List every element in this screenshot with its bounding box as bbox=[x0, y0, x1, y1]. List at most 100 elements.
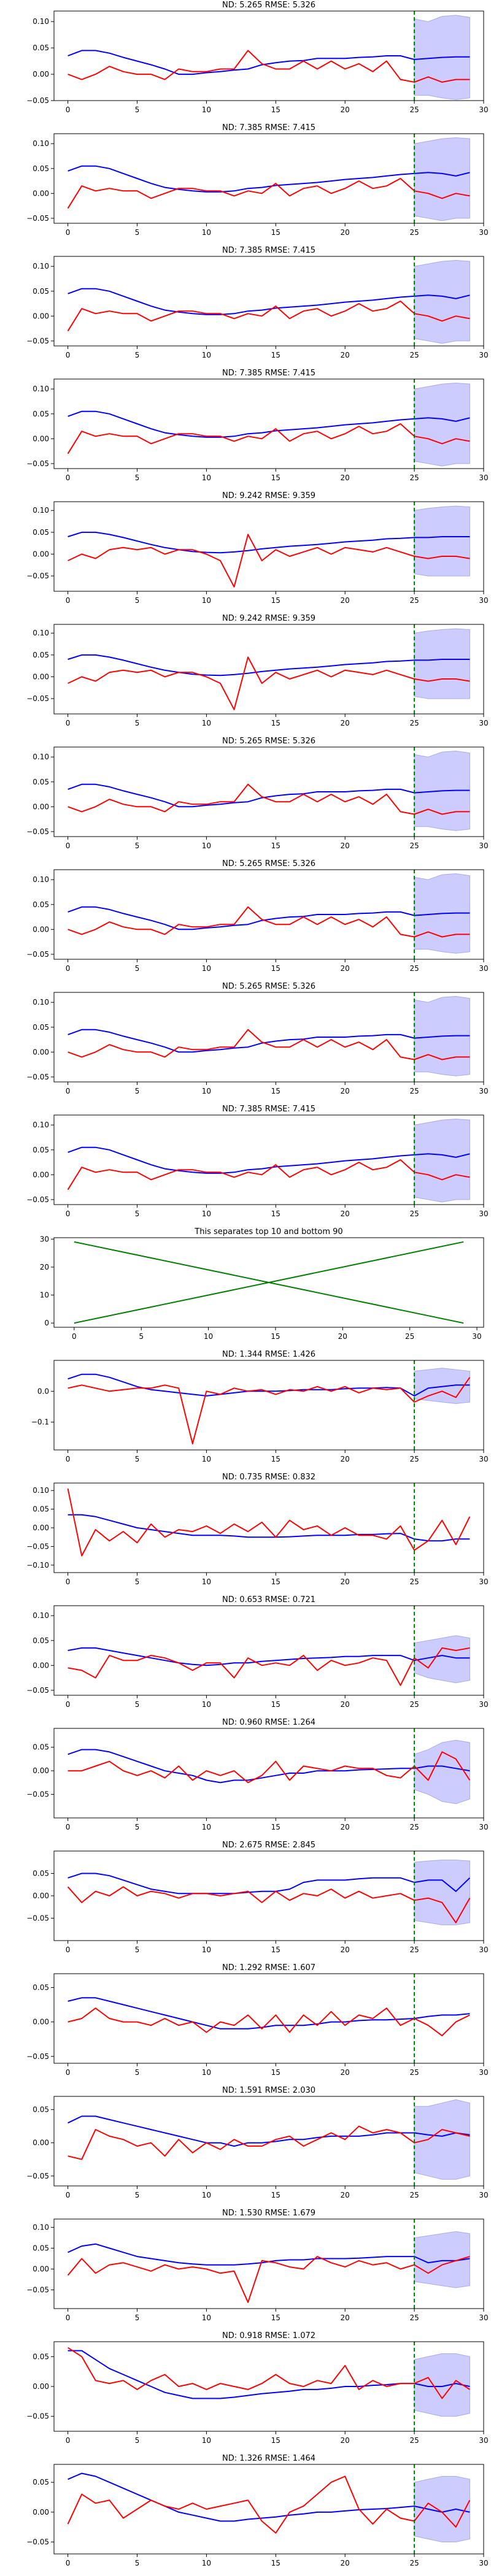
x-tick-label: 30 bbox=[479, 2436, 488, 2445]
x-tick-label: 20 bbox=[341, 1455, 350, 1463]
x-tick-label: 5 bbox=[135, 964, 140, 973]
y-tick-label: 0.00 bbox=[33, 925, 49, 933]
x-tick-label: 15 bbox=[271, 1700, 280, 1709]
x-tick-label: 0 bbox=[66, 841, 71, 850]
x-tick-label: 5 bbox=[135, 719, 140, 727]
x-tick-label: 15 bbox=[271, 2436, 280, 2445]
x-tick-label: 20 bbox=[341, 841, 350, 850]
x-tick-label: 25 bbox=[409, 964, 419, 973]
series-line-1 bbox=[68, 410, 470, 438]
x-tick-label: 10 bbox=[202, 719, 211, 727]
y-tick-label: −0.05 bbox=[26, 1542, 49, 1551]
y-tick-label: 0.10 bbox=[33, 753, 49, 761]
series-line-2 bbox=[68, 1029, 470, 1060]
series-line-1 bbox=[68, 1749, 470, 1784]
x-tick-label: 20 bbox=[341, 964, 350, 973]
y-tick-label: 10 bbox=[40, 1291, 49, 1300]
y-tick-label: 0.05 bbox=[33, 1869, 49, 1878]
series-line-2 bbox=[68, 1751, 471, 1784]
subplot-title: ND: 1.344 RMSE: 1.426 bbox=[222, 1350, 315, 1359]
axes-frame bbox=[53, 133, 484, 224]
axes-frame bbox=[53, 378, 484, 469]
x-tick-label: 0 bbox=[66, 473, 71, 482]
x-tick-label: 5 bbox=[135, 473, 140, 482]
series-line-2 bbox=[68, 2347, 470, 2399]
subplot-title: ND: 5.265 RMSE: 5.326 bbox=[222, 982, 315, 991]
x-tick-label: 30 bbox=[479, 228, 488, 237]
x-tick-label: 25 bbox=[405, 1332, 414, 1341]
y-tick-label: 0.00 bbox=[33, 802, 49, 811]
series-line-2 bbox=[68, 656, 470, 710]
y-tick-label: −0.05 bbox=[26, 2172, 49, 2180]
y-tick-label: 0.05 bbox=[33, 1636, 49, 1645]
y-tick-label: 0.00 bbox=[33, 2508, 49, 2517]
subplot-title: ND: 0.653 RMSE: 0.721 bbox=[222, 1595, 315, 1604]
subplot-title: ND: 0.735 RMSE: 0.832 bbox=[222, 1473, 315, 1482]
y-tick-label: 0.10 bbox=[33, 385, 49, 393]
y-tick-label: 0.00 bbox=[33, 550, 49, 558]
axes-frame bbox=[53, 10, 484, 101]
x-tick-label: 10 bbox=[202, 473, 211, 482]
y-tick-label: 0.05 bbox=[33, 2244, 49, 2253]
x-tick-label: 30 bbox=[479, 719, 488, 727]
y-tick-label: 0.10 bbox=[33, 2223, 49, 2232]
series-line-2 bbox=[68, 1647, 470, 1686]
subplot-12: ND: 1.344 RMSE: 1.426 0 5 10 15 20 25 30 −0.1 0.0 bbox=[31, 1350, 489, 1463]
series-line-2 bbox=[67, 301, 470, 332]
series-line-1 bbox=[68, 1873, 471, 1895]
x-tick-label: 25 bbox=[409, 2436, 419, 2445]
x-tick-label: 20 bbox=[341, 596, 350, 605]
confidence-band bbox=[414, 2099, 470, 2180]
x-tick-label: 20 bbox=[341, 1700, 350, 1709]
subplot-18: ND: 1.591 RMSE: 2.030 0 5 10 15 20 25 30 −0.05 0.… bbox=[26, 2086, 488, 2199]
y-tick-label: 0.05 bbox=[33, 44, 49, 52]
y-tick-label: 0.00 bbox=[33, 1170, 49, 1179]
x-tick-label: 5 bbox=[135, 1209, 140, 1218]
y-tick-label: 0.05 bbox=[33, 164, 49, 173]
series-line-1 bbox=[68, 50, 470, 75]
confidence-band bbox=[414, 137, 470, 221]
x-tick-label: 25 bbox=[409, 105, 419, 114]
x-tick-label: 25 bbox=[409, 2313, 419, 2322]
subplot-19: ND: 1.530 RMSE: 1.679 0 5 10 15 20 25 30 −0.05 0.… bbox=[26, 2209, 488, 2322]
x-tick-label: 0 bbox=[66, 1945, 71, 1954]
subplot-title: ND: 1.326 RMSE: 1.464 bbox=[222, 2454, 315, 2463]
y-tick-label: 0.05 bbox=[33, 1505, 49, 1514]
confidence-band bbox=[414, 259, 470, 344]
y-tick-label: 0.05 bbox=[33, 778, 49, 786]
y-tick-label: −0.05 bbox=[26, 1195, 49, 1204]
y-tick-label: 0.05 bbox=[33, 1743, 49, 1752]
y-tick-label: 0.05 bbox=[33, 1146, 49, 1154]
y-tick-label: 0.00 bbox=[33, 672, 49, 681]
y-tick-label: 30 bbox=[40, 1235, 49, 1243]
series-line-2 bbox=[67, 1488, 471, 1557]
y-tick-label: 0.05 bbox=[33, 1023, 49, 1032]
x-tick-label: 25 bbox=[409, 1455, 419, 1463]
y-tick-label: −0.1 bbox=[31, 1418, 49, 1427]
subplot-17: ND: 1.292 RMSE: 1.607 0 5 10 15 20 25 30 −0.05 0.… bbox=[26, 1963, 488, 2077]
subplot-title: This separates top 10 and bottom 90 bbox=[194, 1227, 342, 1236]
x-tick-label: 5 bbox=[135, 2068, 140, 2077]
axes-frame bbox=[53, 1360, 484, 1451]
y-tick-label: 0.00 bbox=[33, 2139, 49, 2147]
x-tick-label: 30 bbox=[479, 1823, 488, 1831]
confidence-band bbox=[414, 1368, 470, 1405]
axes-frame bbox=[53, 1237, 484, 1328]
y-tick-label: −0.05 bbox=[26, 2538, 49, 2547]
x-tick-label: 5 bbox=[135, 1455, 140, 1463]
x-tick-label: 10 bbox=[202, 2559, 211, 2567]
x-tick-label: 0 bbox=[66, 596, 71, 605]
subplot-1: ND: 5.265 RMSE: 5.326 0 5 10 15 20 25 30 −0.05 0.… bbox=[26, 1, 488, 114]
x-tick-label: 20 bbox=[341, 1945, 350, 1954]
y-tick-label: 0.00 bbox=[33, 1892, 49, 1900]
y-tick-label: −0.10 bbox=[26, 1561, 49, 1570]
y-tick-label: −0.05 bbox=[26, 96, 49, 105]
x-tick-label: 30 bbox=[479, 1455, 488, 1463]
x-tick-label: 25 bbox=[409, 719, 419, 727]
x-tick-label: 5 bbox=[135, 1087, 140, 1095]
x-tick-label: 0 bbox=[66, 719, 71, 727]
x-tick-label: 30 bbox=[472, 1332, 481, 1341]
subplot-8: ND: 5.265 RMSE: 5.326 0 5 10 15 20 25 30 −0.05 0.… bbox=[26, 859, 488, 973]
x-tick-label: 0 bbox=[66, 2559, 71, 2567]
x-tick-label: 10 bbox=[202, 841, 211, 850]
